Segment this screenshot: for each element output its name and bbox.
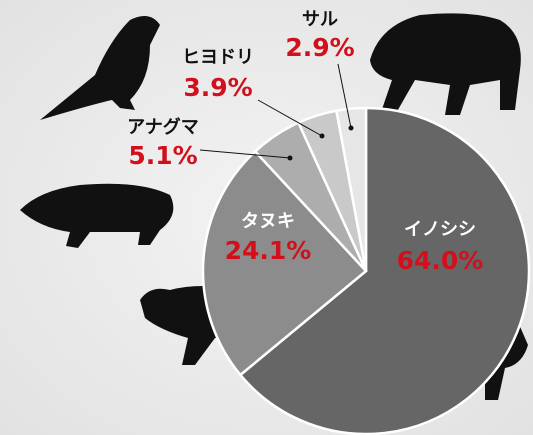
category-label: アナグマ xyxy=(127,116,199,138)
category-label: タヌキ xyxy=(241,211,295,232)
pie-slice xyxy=(238,106,531,435)
badger-silhouette xyxy=(20,183,174,248)
leader-dot xyxy=(319,133,325,139)
value-label: 5.1% xyxy=(128,141,197,170)
leader-line xyxy=(199,149,291,159)
category-label: イノシシ xyxy=(404,219,476,240)
value-label: 3.9% xyxy=(183,73,252,102)
leader-line xyxy=(337,63,352,129)
pie-slice xyxy=(201,149,368,377)
value-label: 64.0% xyxy=(397,246,484,275)
category-label: ヒヨドリ xyxy=(182,47,254,68)
bird-silhouette xyxy=(40,16,160,120)
labels: イノシシ 64.0% タヌキ 24.1% アナグマ 5.1% ヒヨドリ 3.9% サル 2.9% xyxy=(127,9,483,275)
pie-slice xyxy=(335,106,368,272)
category-label: サル xyxy=(302,9,338,30)
monkey-silhouette xyxy=(370,13,521,115)
leader-line xyxy=(257,99,323,137)
leader-dot xyxy=(287,155,293,161)
leader-dot xyxy=(348,125,354,131)
value-label: 2.9% xyxy=(285,33,354,62)
value-label: 24.1% xyxy=(225,236,312,265)
pie xyxy=(201,106,531,435)
